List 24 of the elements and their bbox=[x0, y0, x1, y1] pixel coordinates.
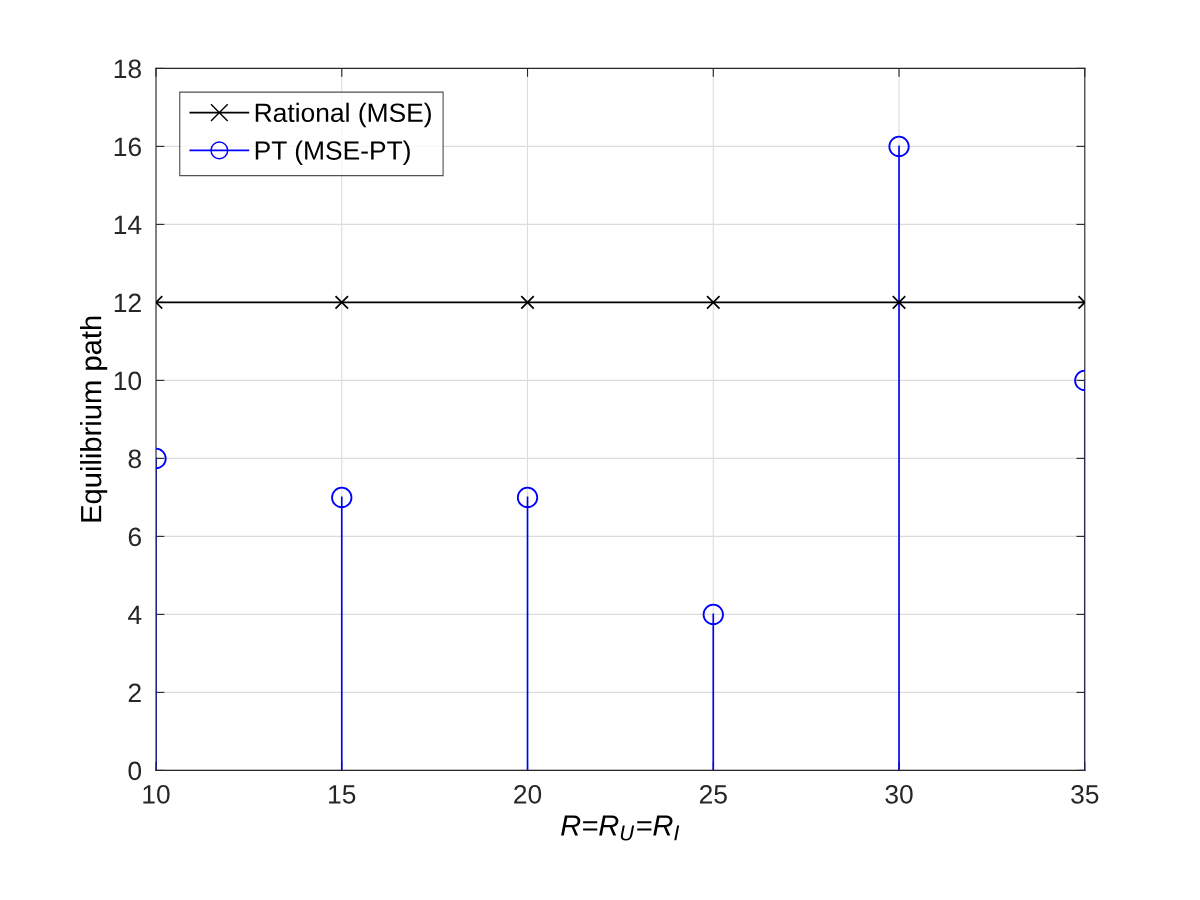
y-tick-label: 12 bbox=[114, 293, 141, 312]
x-tick-label: 25 bbox=[699, 784, 727, 804]
y-axis-title: Equilibrium path bbox=[80, 316, 108, 522]
x-tick-label: 20 bbox=[514, 784, 542, 804]
point bbox=[516, 486, 539, 509]
x-tick-label: 30 bbox=[885, 784, 913, 804]
x-tick-label: 15 bbox=[329, 785, 356, 804]
point bbox=[520, 295, 535, 310]
y-tick-label: 16 bbox=[114, 137, 141, 157]
y-tick-label: 4 bbox=[128, 605, 142, 624]
y-tick-label: 18 bbox=[114, 59, 141, 79]
x-tick-label: 35 bbox=[1071, 784, 1099, 804]
x-axis-title: R=R$_{U}$=R$_{I}$ bbox=[561, 815, 680, 841]
y-tick-label: 10 bbox=[114, 371, 142, 391]
y-tick-label: 2 bbox=[128, 683, 141, 702]
legend-label: PT (MSE-PT) bbox=[255, 140, 410, 166]
point bbox=[702, 603, 724, 626]
legend-label: Rational (MSE) bbox=[255, 102, 431, 128]
y-tick-label: 0 bbox=[128, 761, 142, 781]
y-tick-label: 8 bbox=[128, 449, 141, 469]
y-tick-label: 6 bbox=[128, 527, 141, 547]
y-tick-label: 14 bbox=[114, 215, 142, 234]
x-tick-label: 10 bbox=[143, 784, 170, 804]
point bbox=[706, 295, 721, 310]
